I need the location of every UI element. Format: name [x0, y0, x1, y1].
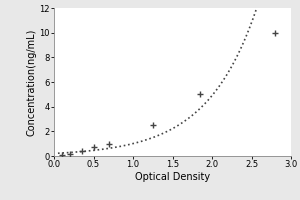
Y-axis label: Concentration(ng/mL): Concentration(ng/mL): [27, 28, 37, 136]
X-axis label: Optical Density: Optical Density: [135, 172, 210, 182]
